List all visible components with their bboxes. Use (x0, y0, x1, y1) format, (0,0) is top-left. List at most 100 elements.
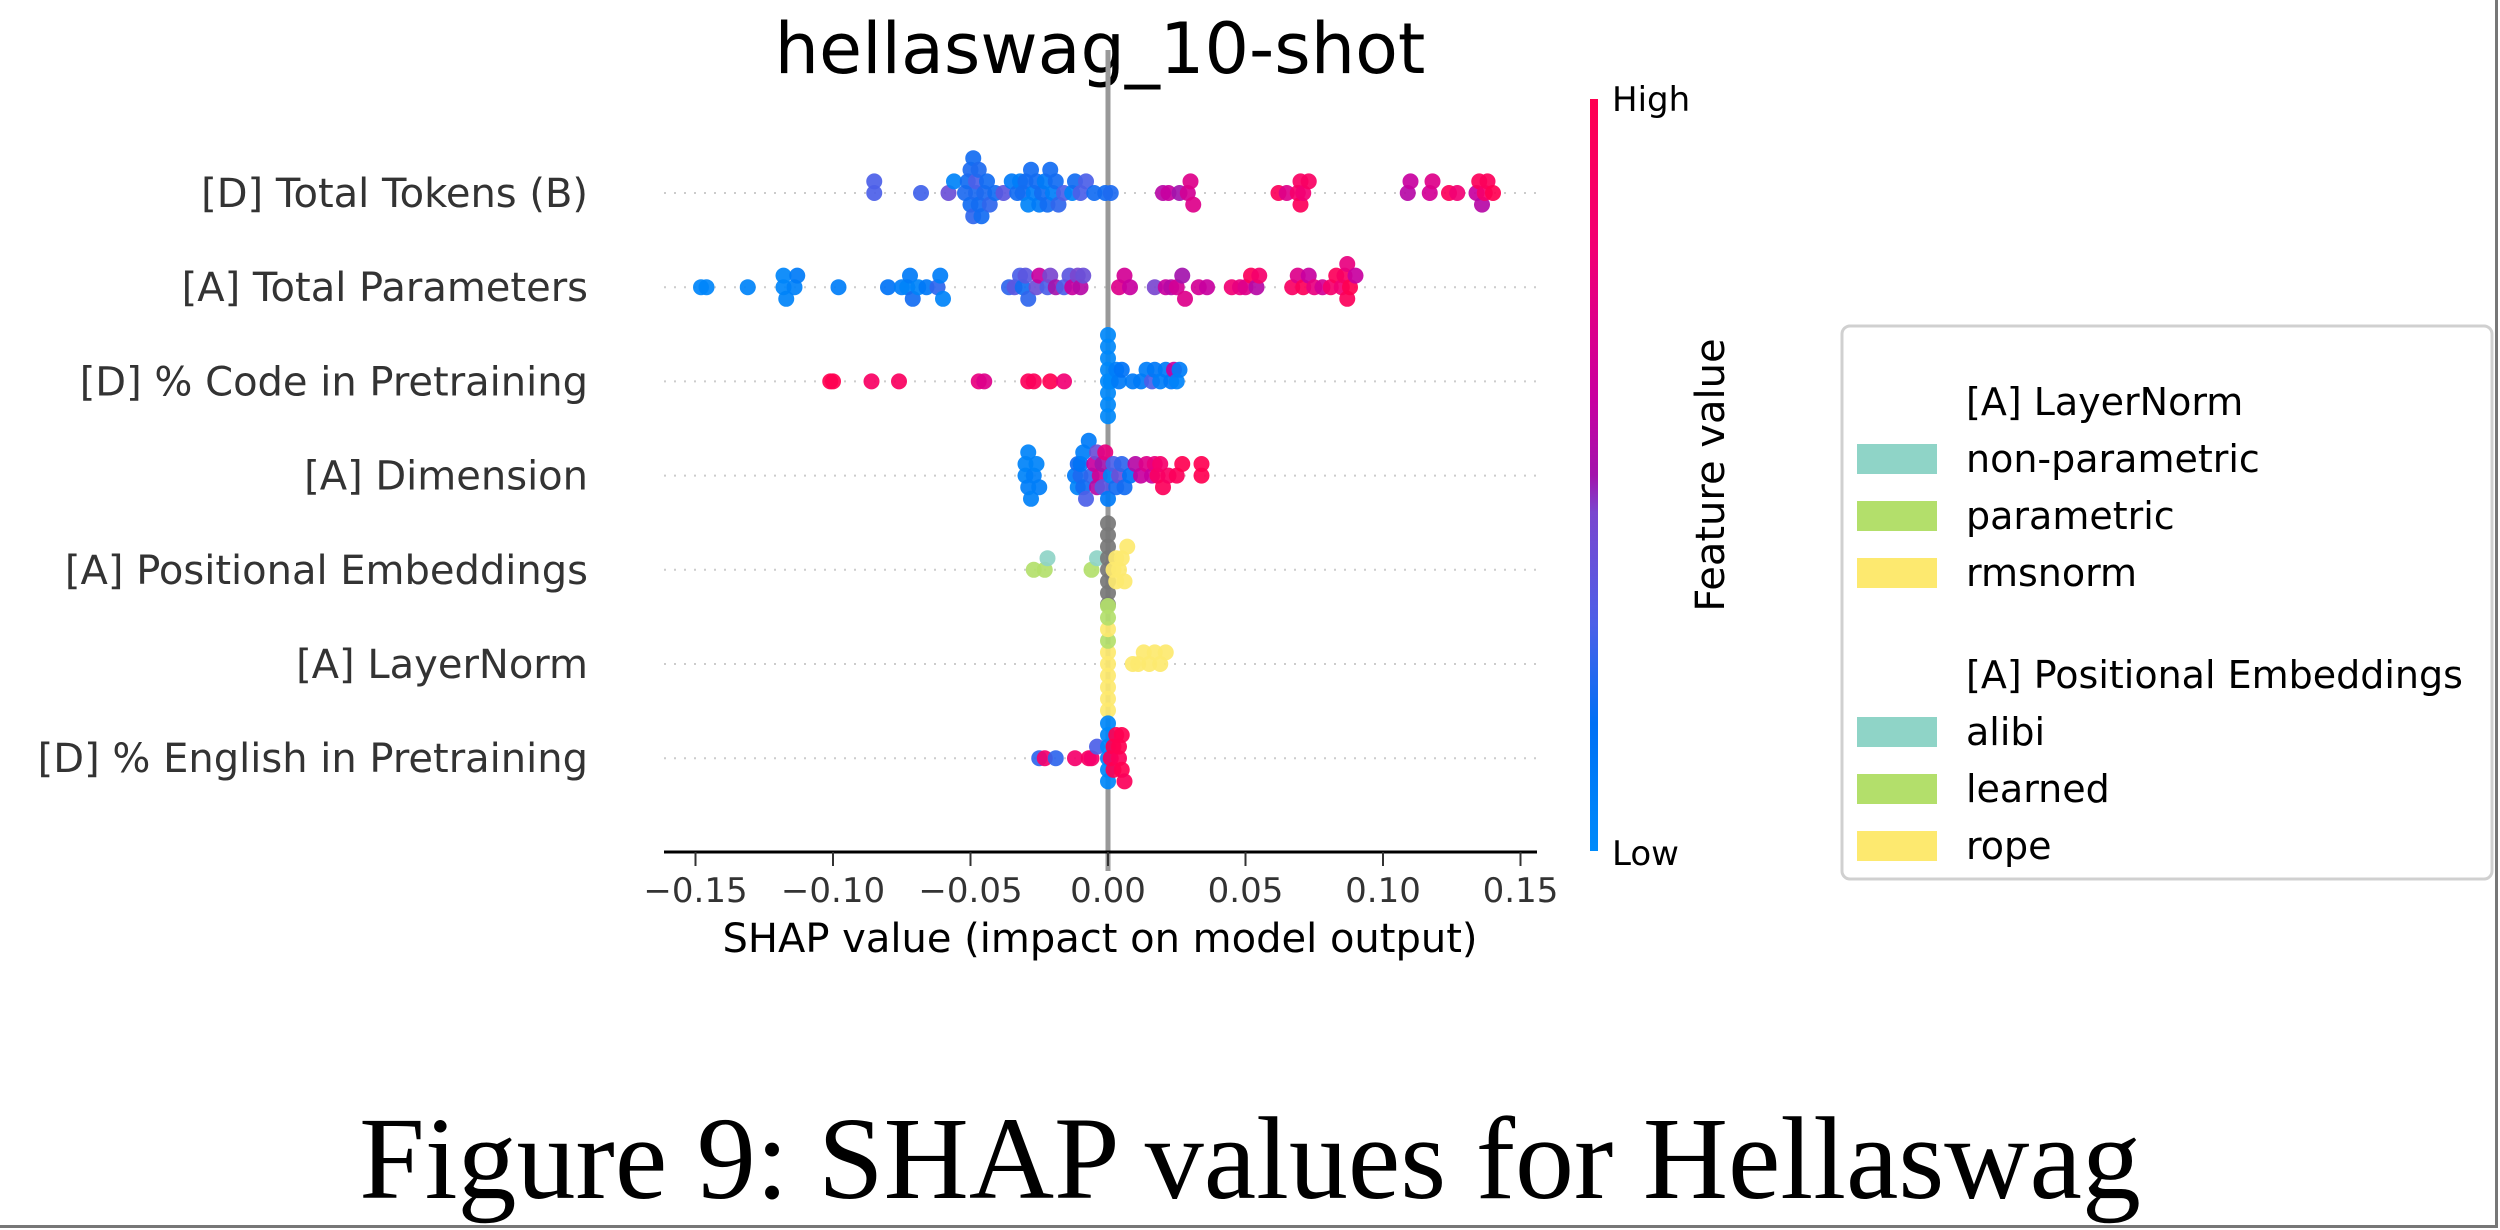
shap-point (1100, 350, 1116, 367)
colorbar (1590, 99, 1598, 851)
shap-point (1100, 644, 1116, 661)
shap-point (1089, 738, 1105, 755)
shap-point (1485, 185, 1501, 201)
colorbar-title: Feature value (1688, 338, 1734, 611)
feature-label: [D] % English in Pretraining (38, 736, 588, 782)
shap-point (946, 173, 962, 190)
x-tick-label: −0.05 (918, 871, 1022, 911)
shap-point (1424, 173, 1441, 190)
shap-point (1100, 327, 1116, 343)
shap-point (1097, 444, 1114, 461)
legend-swatch (1857, 501, 1937, 531)
points-layer (693, 150, 1501, 790)
x-axis: −0.15 −0.10 −0.05 0.00 0.05 0.10 0.15 (643, 850, 1559, 911)
shap-point (778, 290, 795, 307)
legend-swatch (1857, 717, 1937, 747)
shap-point (1100, 667, 1116, 684)
feature-label: [A] Dimension (304, 454, 588, 500)
shap-point (1300, 173, 1317, 190)
shap-point (902, 267, 918, 284)
shap-point (1185, 196, 1202, 213)
x-tick-label: 0.00 (1070, 871, 1146, 911)
legend-box (1840, 324, 2494, 881)
feature-label: [D] Total Tokens (B) (201, 171, 588, 217)
shap-point (1100, 408, 1116, 425)
shap-point (1100, 690, 1116, 707)
shap-point (866, 185, 883, 201)
shap-point (1100, 515, 1116, 532)
shap-point (789, 267, 806, 284)
shap-point (775, 267, 792, 284)
shap-point (1100, 715, 1116, 732)
legend-item-label: non-parametric (1966, 437, 2260, 481)
shap-point (1174, 456, 1191, 472)
x-tick-label: 0.10 (1345, 871, 1421, 911)
feature-label: [A] Total Parameters (182, 265, 588, 311)
shap-point (1122, 279, 1138, 296)
shap-point (1100, 679, 1116, 696)
shap-point (935, 290, 951, 307)
shap-point (973, 208, 990, 225)
shap-point (1174, 267, 1191, 284)
shap-point (1152, 456, 1169, 472)
shap-point (1100, 621, 1116, 638)
shap-point (1402, 173, 1419, 190)
legend-swatch (1857, 774, 1937, 804)
x-axis-label: SHAP value (impact on model output) (723, 916, 1478, 962)
legend-swatch (1857, 558, 1937, 588)
shap-point (995, 185, 1012, 201)
legend-swatch (1857, 444, 1937, 474)
shap-point (739, 279, 756, 296)
shap-point (1193, 456, 1210, 472)
shap-point (1080, 432, 1097, 449)
legend-group-title: [A] Positional Embeddings (1966, 653, 2463, 697)
shap-point (1039, 550, 1056, 567)
feature-label: [D] % Code in Pretraining (80, 359, 588, 405)
shap-point (1113, 361, 1130, 378)
shap-point (1278, 185, 1295, 201)
shap-point (1100, 527, 1116, 543)
shap-point (1116, 573, 1133, 590)
colorbar-low-label: Low (1612, 834, 1679, 874)
shap-point (1075, 267, 1092, 284)
shap-point (1100, 490, 1116, 507)
shap-point (866, 173, 883, 190)
shap-point (1056, 373, 1072, 390)
legend: [A] LayerNorm non-parametric parametric rms… (1840, 324, 2494, 881)
shap-point (1177, 290, 1193, 307)
shap-point (1157, 644, 1174, 661)
shap-point (1347, 267, 1364, 284)
feature-labels: [D] Total Tokens (B) [A] Total Parameters… (38, 171, 588, 782)
shap-point (970, 161, 987, 178)
shap-point (1100, 585, 1116, 601)
shap-point (1028, 456, 1045, 472)
shap-point (1160, 185, 1177, 201)
shap-point (1182, 173, 1199, 190)
shap-point (1100, 538, 1116, 555)
shap-point (1020, 290, 1037, 307)
x-tick-label: −0.10 (781, 871, 885, 911)
shap-point (1339, 256, 1356, 272)
shap-point (1193, 467, 1210, 484)
shap-point (1100, 396, 1116, 413)
shap-point (1100, 632, 1116, 649)
shap-point (1042, 373, 1059, 390)
shap-point (1025, 373, 1042, 390)
x-tick-label: 0.15 (1483, 871, 1559, 911)
shap-point (913, 185, 929, 201)
shap-point (1102, 185, 1119, 201)
shap-point (1089, 550, 1105, 567)
shap-point (1078, 173, 1094, 190)
shap-point (698, 279, 715, 296)
shap-point (1078, 490, 1094, 507)
shap-point (932, 267, 949, 284)
legend-item-label: learned (1966, 767, 2110, 811)
shap-point (1449, 185, 1466, 201)
shap-point (880, 279, 896, 296)
shap-point (830, 279, 847, 296)
shap-point (1100, 598, 1116, 614)
shap-point (979, 173, 995, 190)
shap-point (918, 279, 935, 296)
